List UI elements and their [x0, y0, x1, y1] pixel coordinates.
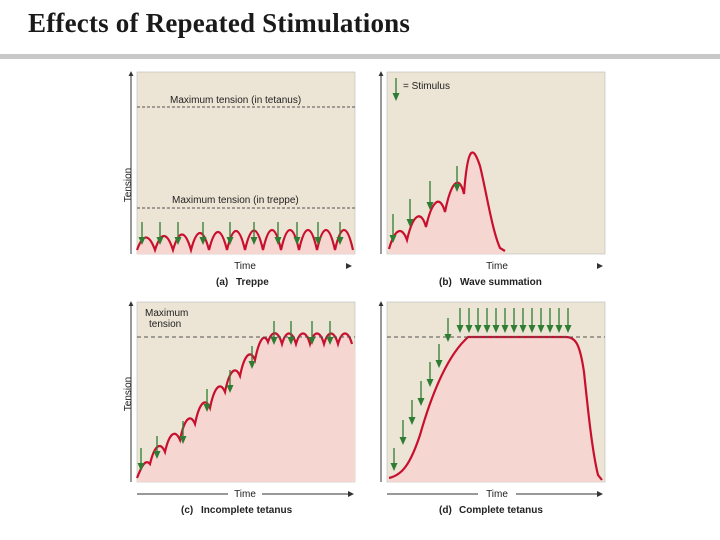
- stimulus-arrow: [203, 389, 211, 412]
- stimulus-arrow: [408, 400, 416, 425]
- panel-a-xlabel: Time: [234, 261, 256, 272]
- stimulus-arrow: [456, 308, 464, 333]
- stimulus-arrow: [179, 421, 187, 444]
- stimulus-arrow: [435, 344, 443, 368]
- stimulus-arrow: [138, 222, 146, 245]
- stimulus-legend: = Stimulus: [392, 78, 450, 101]
- panel-a-x-arrowhead: [346, 263, 352, 269]
- panel-c-caption-letter: (c): [181, 505, 193, 516]
- stimulus-arrow: [270, 321, 278, 345]
- incomplete-tetanus-curve: [135, 332, 354, 479]
- panel-c-caption-name: Incomplete tetanus: [201, 505, 293, 516]
- stimulus-arrow: [390, 448, 398, 471]
- complete-tetanus-stimulus-arrows: [390, 308, 572, 471]
- stimulus-arrow: [492, 308, 500, 333]
- stimulus-arrow: [426, 181, 434, 210]
- stimulus-arrow: [314, 222, 322, 245]
- treppe-stimulus-arrows: [138, 222, 344, 245]
- panel-a-ylabel: Tension: [123, 168, 134, 202]
- stimulus-arrow: [336, 222, 344, 245]
- panel-c-x-arrowhead: [348, 491, 354, 497]
- panel-b-xlabel: Time: [486, 261, 508, 272]
- panel-d-caption-name: Complete tetanus: [459, 505, 543, 516]
- stimulus-arrow: [453, 166, 461, 192]
- panel-wave-summation: = Stimulus Time (b) Wave summation: [378, 71, 606, 288]
- stimulus-legend-label: = Stimulus: [403, 81, 450, 92]
- stimulus-arrow: [483, 308, 491, 333]
- stimulus-arrow: [474, 308, 482, 333]
- stimulus-arrow: [156, 222, 164, 245]
- tetanus-max-label: Maximum tension (in tetanus): [170, 95, 301, 106]
- stimulus-arrow: [528, 308, 536, 333]
- stimulus-arrow: [248, 346, 256, 369]
- slide-title: Effects of Repeated Stimulations: [28, 8, 411, 38]
- panel-b-caption-name: Wave summation: [460, 277, 542, 288]
- incomplete-tetanus-stimulus-arrows: [137, 321, 334, 471]
- stimulus-arrow: [519, 308, 527, 333]
- stimulus-arrow: [389, 214, 397, 243]
- stimulus-arrow: [274, 222, 282, 245]
- stimulus-arrow: [226, 222, 234, 245]
- stimulus-arrow: [465, 308, 473, 333]
- panel-treppe: Maximum tension (in tetanus) Maximum ten…: [123, 71, 356, 288]
- treppe-max-label: Maximum tension (in treppe): [172, 195, 299, 206]
- stimulus-arrow: [444, 318, 452, 342]
- wave-summation-curve: [387, 151, 506, 252]
- stimulus-arrow: [399, 420, 407, 445]
- stimulus-arrow: [250, 222, 258, 245]
- stimulus-arrow: [564, 308, 572, 333]
- panel-b-caption-letter: (b): [439, 277, 452, 288]
- stimulus-arrow: [510, 308, 518, 333]
- title-underline: [0, 54, 720, 59]
- panel-complete-tetanus: Time (d) Complete tetanus: [378, 301, 606, 516]
- stimulus-arrow: [555, 308, 563, 333]
- panel-d-xlabel: Time: [486, 489, 508, 500]
- stimulus-arrow: [501, 308, 509, 333]
- panel-d-caption-letter: (d): [439, 505, 452, 516]
- stimulus-arrow: [546, 308, 554, 333]
- stimulus-legend-arrow-icon: [392, 93, 400, 101]
- stimulus-arrow: [153, 436, 161, 459]
- wave-summation-stimulus-arrows: [389, 166, 461, 243]
- incomplete-tetanus-fill: [137, 333, 355, 482]
- panel-c-xlabel: Time: [234, 489, 256, 500]
- stimulus-arrow: [426, 362, 434, 387]
- panel-a-caption-letter: (a): [216, 277, 228, 288]
- stimulus-arrow: [417, 381, 425, 406]
- stimulus-arrow: [137, 448, 145, 471]
- stimulus-arrow: [174, 222, 182, 245]
- stimulus-arrow: [287, 321, 295, 345]
- panel-d-x-arrowhead: [597, 491, 603, 497]
- stimulus-arrow: [293, 222, 301, 245]
- panel-c-max-label-line2: tension: [149, 319, 181, 330]
- stimulus-arrow: [326, 321, 334, 345]
- stimulus-arrow: [537, 308, 545, 333]
- panel-a-background: [136, 71, 356, 255]
- stimulus-arrow: [406, 199, 414, 227]
- stimulus-arrow: [226, 370, 234, 393]
- stimulus-arrow: [199, 222, 207, 245]
- stimulus-arrow: [308, 321, 316, 345]
- treppe-curve: [135, 228, 355, 255]
- complete-tetanus-fill: [389, 337, 602, 482]
- panel-incomplete-tetanus: Maximum tension Tension Time (c) Incompl…: [123, 301, 356, 516]
- panel-b-x-arrowhead: [597, 263, 603, 269]
- panel-c-max-label-line1: Maximum: [145, 308, 188, 319]
- panel-c-ylabel: Tension: [123, 377, 134, 411]
- panel-a-caption-name: Treppe: [236, 277, 269, 288]
